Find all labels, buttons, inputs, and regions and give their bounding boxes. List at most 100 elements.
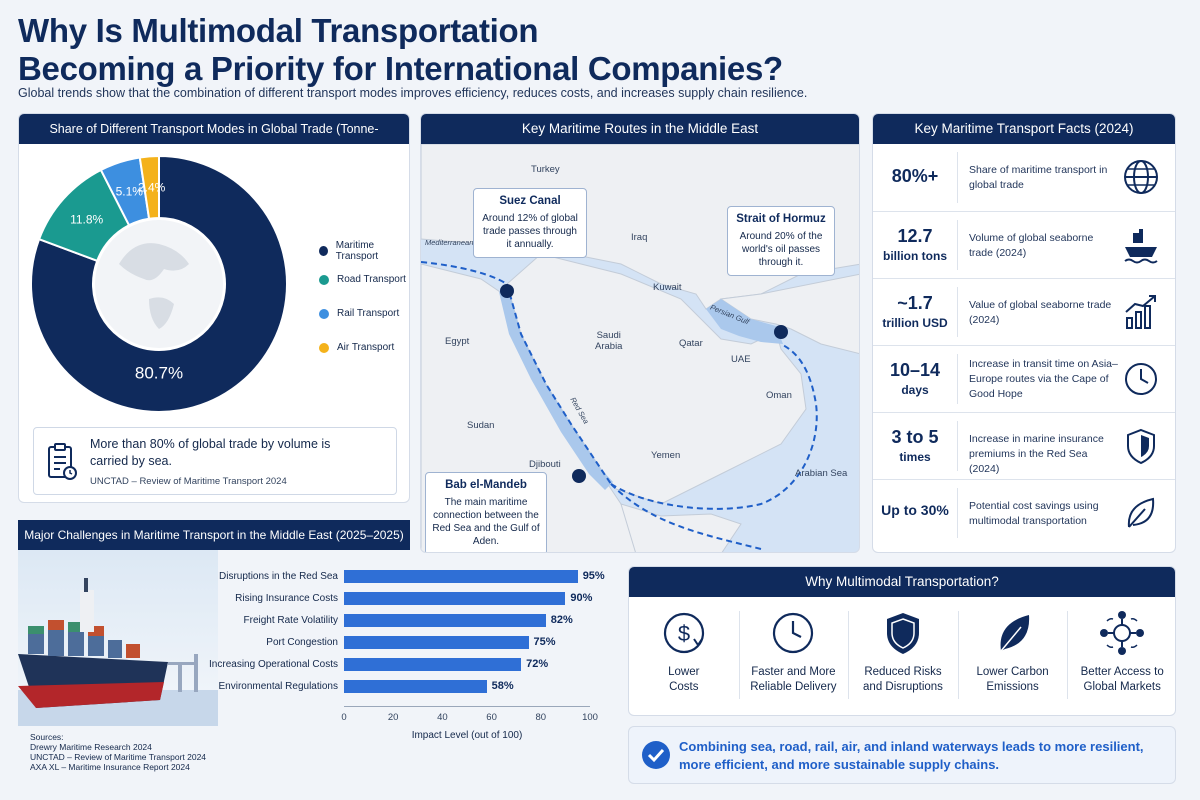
clock-icon xyxy=(1125,363,1157,395)
growth-chart-icon xyxy=(1125,295,1156,329)
benefit-label-line-2: Costs xyxy=(669,681,699,693)
x-tick-label: 20 xyxy=(387,712,399,723)
page-title: Why Is Multimodal Transportation Becomin… xyxy=(18,12,783,88)
legend-swatch xyxy=(319,308,329,319)
hormuz-marker xyxy=(774,325,788,339)
bar-category-label: Port Congestion xyxy=(266,637,338,648)
benefit-label-line-1: Reduced Risks xyxy=(864,666,942,678)
map-panel-title: Key Maritime Routes in the Middle East xyxy=(421,114,859,144)
benefit-divider xyxy=(1067,611,1069,699)
label-djibouti: Djibouti xyxy=(529,459,561,470)
sources: Sources: Drewry Maritime Research 2024 U… xyxy=(30,732,206,772)
benefit-label: Faster and More Reliable Delivery xyxy=(739,665,849,695)
fact-divider xyxy=(957,220,958,270)
label-turkey: Turkey xyxy=(531,164,560,175)
source-1: Drewry Maritime Research 2024 xyxy=(30,742,152,752)
fact-description: Increase in transit time on Asia–Europe … xyxy=(969,358,1118,400)
benefit-item: Faster and More Reliable Delivery xyxy=(739,609,849,695)
bar xyxy=(344,658,522,671)
leaf-icon xyxy=(1000,615,1029,652)
fact-row: 12.7 billion tons Volume of global seaborn… xyxy=(873,211,1175,278)
fact-unit: trillion USD xyxy=(882,316,948,330)
page-subtitle: Global trends show that the combination … xyxy=(18,86,808,100)
bar-value-label: 82% xyxy=(550,614,573,626)
facts-panel: Key Maritime Transport Facts (2024) 80%+… xyxy=(872,113,1176,553)
pie-label-2: 5.1% xyxy=(116,185,144,199)
mandeb-callout-text: The main maritime connection between the… xyxy=(432,497,540,547)
label-oman: Oman xyxy=(766,390,792,401)
legend-swatch xyxy=(319,342,329,353)
clipboard-icon xyxy=(48,443,77,480)
fact-description: Value of global seaborne trade (2024) xyxy=(969,298,1112,326)
pie-label-1: 11.8% xyxy=(70,212,103,226)
fact-number: ~1.7 xyxy=(897,293,933,313)
fact-description: Increase in marine insurance premiums in… xyxy=(969,432,1104,475)
globe-icon xyxy=(1124,160,1158,194)
map-panel: Key Maritime Routes in the Middle East T… xyxy=(420,113,860,553)
benefit-item: Reduced Risks and Disruptions xyxy=(848,609,958,695)
benefit-label-line-2: Emissions xyxy=(986,681,1039,693)
fact-value: 10–14 days xyxy=(873,360,957,397)
fact-value: 80%+ xyxy=(873,166,957,187)
ship-icon xyxy=(1124,229,1158,264)
bar-category-label: Disruptions in the Red Sea xyxy=(219,571,338,582)
route-south xyxy=(610,483,762,550)
red-sea xyxy=(499,284,613,490)
conclusion-line-2: more efficient, and more sustainable sup… xyxy=(679,757,1000,772)
bar-value-label: 95% xyxy=(582,570,605,582)
bar-value-label: 72% xyxy=(526,658,549,670)
suez-callout-text: Around 12% of global trade passes throug… xyxy=(482,213,578,250)
checkmark-icon xyxy=(642,741,670,769)
why-panel: Why Multimodal Transportation? $ Lower Cos… xyxy=(628,566,1176,716)
fact-row: Up to 30% Potential cost savings using mu… xyxy=(873,479,1175,546)
benefit-label: Reduced Risks and Disruptions xyxy=(848,665,958,695)
benefit-label-line-2: Global Markets xyxy=(1083,681,1161,693)
share-note-source: UNCTAD – Review of Maritime Transport 20… xyxy=(90,476,287,487)
benefit-label-line-1: Faster and More xyxy=(751,666,836,678)
fact-unit: times xyxy=(899,450,931,464)
route-suez xyxy=(421,261,508,285)
hormuz-callout-text: Around 20% of the world's oil passes thr… xyxy=(739,231,823,268)
fact-value: 3 to 5 times xyxy=(873,427,957,464)
fact-divider xyxy=(957,354,958,404)
legend-item-0: Maritime Transport xyxy=(319,240,409,262)
legend-item-3: Air Transport xyxy=(319,342,394,353)
pie-slice-air-transport xyxy=(138,154,160,220)
share-note: More than 80% of global trade by volume … xyxy=(33,427,397,495)
benefit-item: $ Lower Costs xyxy=(629,609,739,695)
legend-swatch xyxy=(319,274,329,285)
bar xyxy=(344,680,487,693)
x-tick-label: 60 xyxy=(486,712,497,723)
challenges-panel-title: Major Challenges in Maritime Transport i… xyxy=(18,520,410,550)
fact-value: Up to 30% xyxy=(873,502,957,518)
route-red-sea xyxy=(506,283,612,485)
suez-marker xyxy=(500,284,514,298)
label-yemen: Yemen xyxy=(651,450,681,461)
legend-label: Rail Transport xyxy=(337,308,400,319)
fact-row: 10–14 days Increase in transit time on Asi… xyxy=(873,345,1175,412)
bar xyxy=(344,570,578,583)
share-pie-chart: 80.7% 11.8% 5.1%2.4% xyxy=(30,154,288,413)
share-note-text: More than 80% of global trade by volume … xyxy=(90,437,331,468)
x-tick-label: 0 xyxy=(341,712,347,723)
title-line-2: Becoming a Priority for International Co… xyxy=(18,50,783,87)
why-panel-title: Why Multimodal Transportation? xyxy=(629,567,1175,597)
label-kuwait: Kuwait xyxy=(653,282,682,293)
legend-swatch xyxy=(319,246,328,256)
label-iraq: Iraq xyxy=(631,232,648,243)
benefit-label: Better Access to Global Markets xyxy=(1067,665,1175,695)
x-axis-label: Impact Level (out of 100) xyxy=(411,730,523,741)
shield-icon xyxy=(1127,428,1155,465)
benefit-divider xyxy=(957,611,959,699)
label-saudi: Saudi Arabia xyxy=(595,330,623,352)
fact-row: ~1.7 trillion USD Value of global seaborne… xyxy=(873,278,1175,345)
fact-divider xyxy=(957,488,958,538)
fact-divider xyxy=(957,421,958,471)
dollar-icon: $ xyxy=(663,612,704,654)
legend-label: Air Transport xyxy=(337,342,395,353)
fact-number: 80%+ xyxy=(891,166,939,186)
bar xyxy=(344,592,566,605)
fact-number: 12.7 xyxy=(897,226,933,246)
leaf-icon xyxy=(1127,497,1155,528)
fact-value: 12.7 billion tons xyxy=(873,226,957,263)
